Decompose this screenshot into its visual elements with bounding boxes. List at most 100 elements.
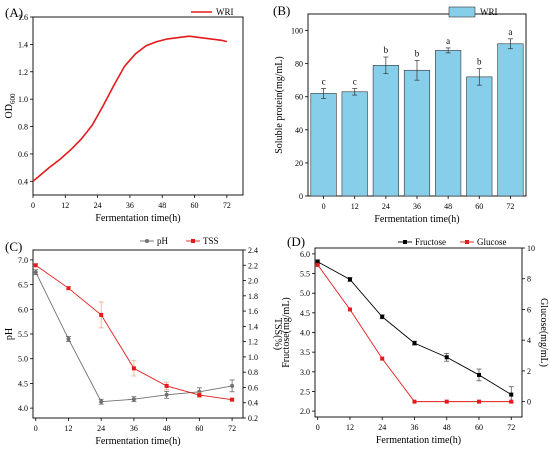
data-point [131, 397, 136, 402]
y-tick-label: 1.6 [18, 13, 28, 22]
y-tick-label: 4.5 [300, 309, 310, 318]
legend-label: pH [157, 236, 169, 246]
data-point [380, 314, 385, 319]
data-point [191, 239, 195, 243]
y-tick-label: 5.0 [18, 355, 28, 364]
y-tick-label: 20 [295, 159, 303, 168]
y-tick-label: 3.5 [300, 348, 310, 357]
data-point [197, 393, 202, 398]
x-tick-label: 0 [31, 201, 35, 210]
y-tick-label: 80 [295, 60, 303, 69]
y-tick-label: 1.4 [18, 40, 28, 49]
x-tick-label: 0 [322, 202, 326, 211]
x-tick-label: 36 [130, 424, 138, 433]
y-right-tick-label: 2.2 [248, 261, 258, 270]
panel-label: (C) [5, 239, 22, 254]
significance-letter: b [415, 48, 420, 58]
significance-letter: b [384, 45, 389, 55]
y-tick-label: 0 [299, 192, 303, 201]
y-axis-title-subscript: 600 [9, 93, 17, 104]
y-right-tick-label: 1.4 [248, 322, 258, 331]
data-point [145, 239, 149, 243]
series-line-glucose [317, 264, 512, 403]
x-tick-label: 0 [316, 423, 320, 432]
y-axis-title: Soluble protein(mg/mL) [274, 56, 285, 154]
y-axis-title: OD600 [4, 93, 17, 118]
bar [372, 64, 399, 197]
panel-label: (D) [287, 234, 305, 249]
legend-swatch [448, 6, 476, 18]
y-right-tick-label: 4 [527, 336, 531, 345]
x-tick-label: 12 [64, 424, 72, 433]
y-axis-title: Fructose(mg/mL) [281, 297, 292, 368]
significance-letter: c [353, 76, 357, 86]
data-point [444, 399, 449, 404]
y-tick-label: 1.2 [18, 68, 28, 77]
y-right-tick-label: 0.6 [248, 383, 258, 392]
x-tick-label: 72 [228, 424, 236, 433]
legend-label: WRI [216, 7, 234, 17]
x-tick-label: 24 [97, 424, 105, 433]
y-tick-label: 0.4 [18, 177, 28, 186]
plot-frame-d [314, 247, 523, 418]
y-tick-label: 2.0 [300, 407, 310, 416]
y-right-tick-label: 1.6 [248, 307, 258, 316]
y-right-tick-label: 2.4 [248, 246, 258, 255]
x-tick-label: 48 [158, 201, 166, 210]
significance-letter: a [446, 36, 450, 46]
x-axis-title: Fermentation time(h) [95, 436, 180, 447]
x-tick-label: 48 [443, 423, 451, 432]
data-point [465, 240, 469, 244]
data-point [66, 286, 71, 291]
series-line-ph [35, 272, 233, 403]
bar [310, 93, 337, 197]
x-tick-label: 60 [475, 423, 483, 432]
data-point [403, 240, 407, 244]
y-right-tick-label: 0.4 [248, 399, 258, 408]
x-tick-label: 72 [507, 423, 515, 432]
x-tick-label: 24 [378, 423, 386, 432]
y-right-tick-label: 1.8 [248, 292, 258, 301]
x-tick-label: 48 [163, 424, 171, 433]
data-point [412, 341, 417, 346]
legend-label: Fructose [415, 237, 446, 247]
data-point [33, 270, 38, 275]
y-right-tick-label: 0 [527, 398, 531, 407]
bar [403, 69, 431, 197]
series-line-wri [32, 35, 228, 182]
y-right-tick-label: 1.2 [248, 338, 258, 347]
data-point [509, 399, 514, 404]
y-tick-label: 0.8 [18, 123, 28, 132]
y-tick-label: 2.5 [300, 387, 310, 396]
y-right-tick-label: 10 [527, 244, 535, 253]
series-line-fructose [317, 261, 512, 395]
y-tick-label: 40 [295, 126, 303, 135]
x-tick-label: 72 [223, 201, 231, 210]
x-tick-label: 60 [191, 201, 199, 210]
x-tick-label: 60 [475, 202, 483, 211]
x-tick-label: 12 [351, 202, 359, 211]
x-tick-label: 0 [34, 424, 38, 433]
y-tick-label: 0.6 [18, 150, 28, 159]
y-tick-label: 6.5 [18, 281, 28, 290]
plot-frame-c [32, 249, 244, 419]
bar [341, 91, 368, 197]
x-tick-label: 12 [61, 201, 69, 210]
data-point [99, 399, 104, 404]
data-point [66, 336, 71, 341]
bar [497, 43, 524, 197]
y-tick-label: 4.0 [300, 329, 310, 338]
significance-letter: b [477, 57, 482, 67]
legend-label: TSS [203, 236, 219, 246]
data-point [33, 263, 38, 268]
data-point [230, 383, 235, 388]
data-point [315, 259, 320, 264]
y-axis-title: pH [4, 328, 15, 340]
y-right-tick-label: 6 [527, 305, 531, 314]
significance-letter: a [508, 27, 512, 37]
x-tick-label: 24 [382, 202, 390, 211]
y-tick-label: 5.5 [300, 270, 310, 279]
y-tick-label: 3.0 [300, 368, 310, 377]
data-point [380, 356, 385, 361]
